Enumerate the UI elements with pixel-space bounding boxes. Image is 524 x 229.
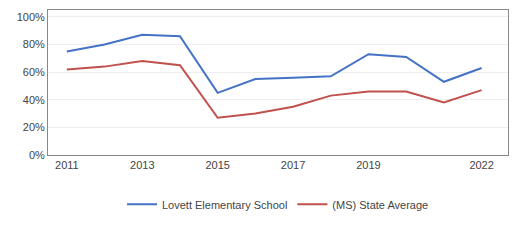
svg-text:2011: 2011 [55, 159, 79, 171]
svg-text:60%: 60% [23, 66, 45, 78]
svg-text:80%: 80% [23, 38, 45, 50]
svg-text:Lovett Elementary School: Lovett Elementary School [162, 199, 287, 211]
svg-text:2019: 2019 [356, 159, 380, 171]
svg-text:20%: 20% [23, 121, 45, 133]
svg-text:2013: 2013 [130, 159, 154, 171]
svg-text:2022: 2022 [469, 159, 493, 171]
svg-text:2015: 2015 [205, 159, 229, 171]
svg-text:2017: 2017 [281, 159, 305, 171]
svg-text:40%: 40% [23, 94, 45, 106]
svg-text:(MS) State Average: (MS) State Average [332, 199, 428, 211]
svg-text:100%: 100% [17, 11, 45, 23]
svg-text:0%: 0% [29, 149, 45, 161]
